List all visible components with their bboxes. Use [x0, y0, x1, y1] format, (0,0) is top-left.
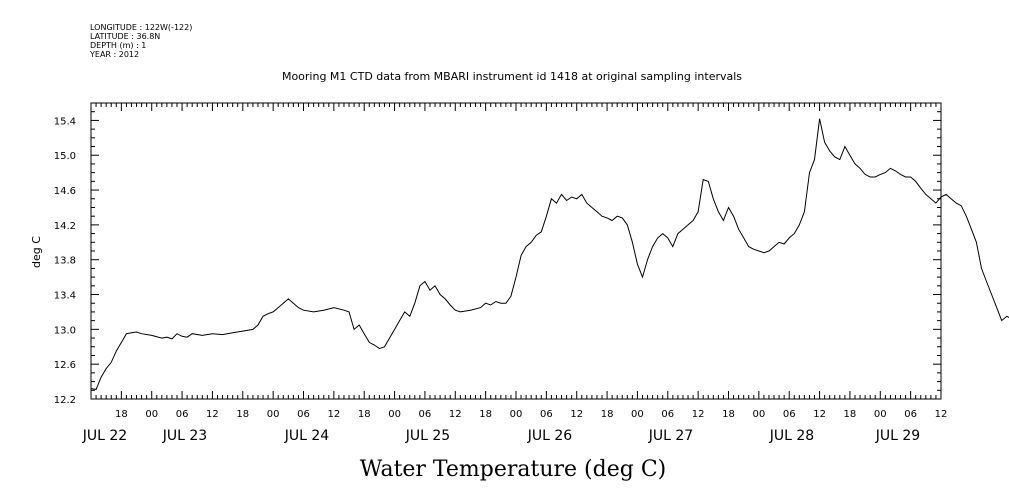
x-hour-label: 12	[327, 409, 340, 420]
y-axis-label: deg C	[30, 236, 43, 268]
x-hour-label: 00	[510, 409, 523, 420]
x-hour-label: 18	[358, 409, 371, 420]
y-tick-labels: 12.2 12.6 13.0 13.4 13.8 14.2 14.6 15.0 15.4	[54, 116, 76, 406]
y-tick-label: 13.8	[54, 256, 76, 267]
x-hour-label: 18	[236, 409, 249, 420]
y-tick-label: 12.2	[54, 395, 76, 406]
year-label: YEAR : 2012	[89, 50, 139, 59]
x-hour-label: 00	[631, 409, 644, 420]
x-hour-label: 00	[752, 409, 765, 420]
x-hour-label: 06	[297, 409, 310, 420]
x-day-label: JUL 26	[527, 428, 573, 444]
x-axis-title: Water Temperature (deg C)	[360, 457, 667, 482]
x-hour-label: 18	[722, 409, 735, 420]
x-hour-label: 00	[145, 409, 158, 420]
x-ticks	[90, 103, 942, 399]
series-line	[90, 118, 1009, 390]
x-hour-label: 12	[206, 409, 219, 420]
plot-frame	[90, 102, 942, 400]
x-hour-label: 06	[176, 409, 189, 420]
x-day-labels: JUL 22 JUL 23 JUL 24 JUL 25 JUL 26 JUL 27 JUL …	[82, 428, 920, 444]
x-hour-label: 06	[419, 409, 432, 420]
x-hour-label: 06	[540, 409, 553, 420]
longitude-label: LONGITUDE : 122W(-122)	[90, 23, 192, 32]
x-day-label: JUL 25	[405, 428, 450, 444]
y-tick-label: 13.0	[54, 325, 76, 336]
x-hour-label: 12	[570, 409, 583, 420]
x-day-label: JUL 28	[769, 428, 814, 444]
x-day-label: JUL 24	[284, 428, 330, 444]
x-hour-label: 12	[813, 409, 826, 420]
latitude-label: LATITUDE : 36.8N	[90, 32, 160, 41]
x-hour-label: 12	[935, 409, 948, 420]
y-tick-label: 12.6	[54, 360, 76, 371]
x-hour-label: 00	[874, 409, 887, 420]
y-ticks	[91, 102, 941, 400]
y-tick-label: 13.4	[54, 291, 76, 302]
x-hour-label: 18	[601, 409, 614, 420]
x-hour-label: 06	[904, 409, 917, 420]
x-hour-label: 06	[783, 409, 796, 420]
x-hour-label: 06	[661, 409, 674, 420]
x-day-label: JUL 22	[82, 428, 127, 444]
y-tick-label: 14.6	[54, 186, 76, 197]
x-hour-label: 12	[449, 409, 462, 420]
x-hour-labels: 18 00 06 12 18 00 06 12 18 00 06 12 18 00 06 12 18 00 06 12…	[115, 409, 947, 420]
x-hour-label: 18	[479, 409, 492, 420]
y-tick-label: 15.4	[54, 116, 76, 127]
x-day-label: JUL 27	[648, 428, 693, 444]
x-hour-label: 18	[115, 409, 128, 420]
x-hour-label: 12	[692, 409, 705, 420]
x-hour-label: 18	[844, 409, 857, 420]
chart-title: Mooring M1 CTD data from MBARI instrumen…	[282, 70, 742, 83]
x-hour-label: 00	[388, 409, 401, 420]
x-hour-label: 00	[267, 409, 280, 420]
y-tick-label: 14.2	[54, 221, 76, 232]
y-tick-label: 15.0	[54, 151, 76, 162]
x-day-label: JUL 23	[162, 428, 207, 444]
x-day-label: JUL 29	[875, 428, 920, 444]
depth-label: DEPTH (m) : 1	[90, 41, 146, 50]
